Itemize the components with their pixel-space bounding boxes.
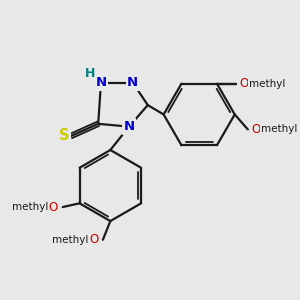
Text: O: O xyxy=(239,77,249,90)
Text: methyl: methyl xyxy=(12,202,49,212)
Text: S: S xyxy=(59,128,70,143)
Text: O: O xyxy=(89,233,98,246)
Text: methyl: methyl xyxy=(52,235,89,245)
Text: N: N xyxy=(124,120,135,133)
Text: methyl: methyl xyxy=(261,124,297,134)
Text: N: N xyxy=(124,120,135,133)
Text: O: O xyxy=(49,200,58,214)
Text: methyl: methyl xyxy=(249,79,285,89)
Text: methyl: methyl xyxy=(250,79,286,89)
Text: methyl: methyl xyxy=(250,79,286,89)
Text: O: O xyxy=(238,77,248,90)
Text: H: H xyxy=(85,67,95,80)
Text: N: N xyxy=(127,76,138,89)
Text: O: O xyxy=(252,123,261,136)
Text: N: N xyxy=(95,76,106,89)
